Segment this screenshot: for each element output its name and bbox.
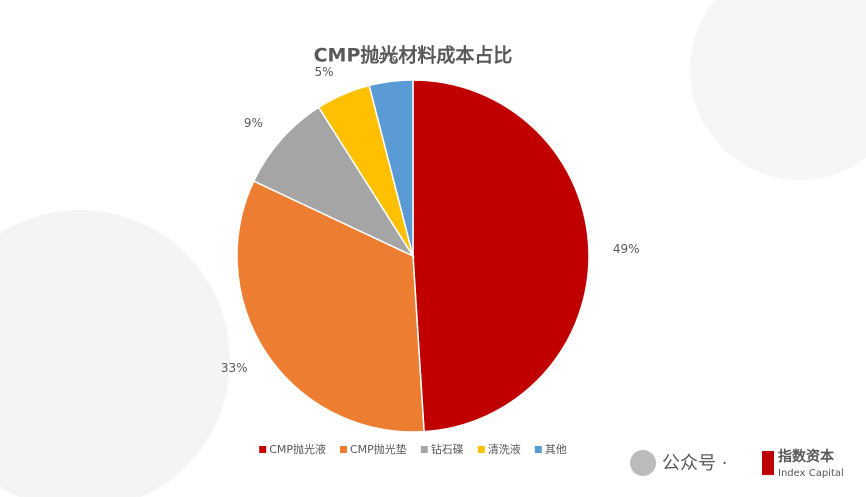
data-label: 5%	[315, 65, 334, 79]
data-label: 33%	[221, 361, 248, 375]
pie-slice	[368, 79, 414, 257]
logo-mark	[762, 451, 774, 475]
pie-slice	[252, 106, 416, 258]
legend-label: CMP抛光液	[269, 442, 326, 456]
legend-swatch	[534, 446, 542, 453]
watermark: 公众号 · 指数资本 Index Capital	[630, 448, 844, 479]
data-label: 9%	[244, 116, 263, 130]
legend-label: CMP抛光垫	[350, 442, 407, 456]
data-label: 49%	[613, 242, 640, 256]
data-label: 4%	[378, 50, 397, 64]
legend-swatch	[420, 446, 428, 453]
legend: CMP抛光液 CMP抛光垫 钻石碟 清洗液 其他	[259, 442, 567, 456]
background-decoration	[690, 0, 866, 180]
watermark-brand-en: Index Capital	[778, 468, 844, 479]
legend-swatch	[340, 446, 347, 453]
background-decoration	[0, 210, 230, 497]
watermark-source: 公众号 ·	[662, 453, 727, 474]
pie-slice	[412, 79, 590, 433]
legend-swatch	[259, 446, 267, 453]
legend-swatch	[477, 446, 485, 453]
pie: 49% 33% 9% 5% 4%	[221, 50, 640, 433]
chart-title: CMP抛光材料成本占比	[314, 44, 513, 67]
wechat-icon	[630, 450, 656, 476]
legend-label: 清洗液	[488, 442, 521, 456]
legend-label: 钻石碟	[431, 442, 464, 456]
watermark-brand: 指数资本	[778, 448, 835, 465]
pie-slice	[236, 180, 425, 433]
legend-label: 其他	[545, 443, 567, 456]
